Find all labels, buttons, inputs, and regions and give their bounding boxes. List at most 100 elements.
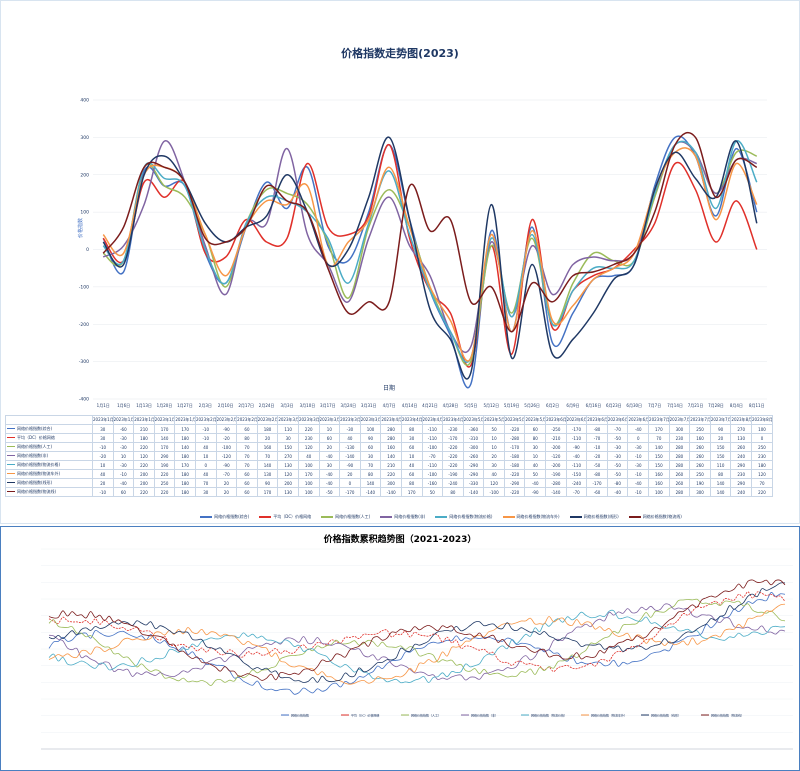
table-cell: 70 [236,460,258,470]
y-tick-label: 0 [86,247,89,253]
table-cell: -10 [627,469,650,479]
table-cell: -30 [339,424,361,434]
table-cell: 160 [648,478,670,488]
table-row-header: 网络价格指数(人工) [5,442,93,452]
table-cell: 220 [133,487,155,497]
table-cell: 60 [524,424,547,434]
table-row-header: 网络价格指数(物流价格) [5,460,93,470]
table-cell: -110 [421,433,444,443]
table-cell: 80 [359,469,382,479]
x-tick-label: 7月7日 [648,403,661,408]
table-cell: 60 [318,433,341,443]
table-cell: 80 [400,424,423,434]
table-cell: -80 [586,424,608,434]
table-cell: 30 [400,433,423,443]
table-cell: -50 [318,487,341,497]
table-cell: 130 [730,433,752,443]
table-cell: 280 [380,433,402,443]
legend-label: 网络价格指数(物流价格) [449,514,493,519]
table-cell: 140 [709,487,732,497]
table-column-header: 2023年5月26日 [524,415,547,425]
table-cell: -170 [442,433,464,443]
legend-label: 网络价格指数(人工) [335,514,371,519]
table-column-header: 2023年3月31日 [359,415,382,425]
table-cell: 190 [689,478,711,488]
table-cell: 40 [524,460,547,470]
table-cell: 80 [236,433,258,443]
table-cell: 260 [668,469,691,479]
legend-item: 平均（DC）价格网络 [259,514,311,520]
table-cell: -140 [380,487,402,497]
series-line-7 [102,131,758,333]
table-cell: 140 [256,460,279,470]
table-cell: 230 [297,433,320,443]
table-cell: 200 [133,469,155,479]
table-cell: -50 [606,469,629,479]
table-row-header: 网络价格指数(物流线) [5,487,93,497]
top-chart-title: 价格指数走势图(2023) [341,47,459,60]
table-cell: 20 [318,442,341,452]
table-cell: -230 [442,424,464,434]
table-cell: -250 [545,424,567,434]
x-tick-label: 6月9日 [566,403,579,408]
table-column-header: 2023年3月3日 [277,415,299,425]
table-cell: 180 [174,469,196,479]
table-column-header: 2023年4月14日 [400,415,423,425]
table-cell: -220 [503,424,526,434]
table-cell: -280 [545,478,567,488]
table-cell: -40 [318,478,341,488]
table-cell: 220 [297,424,320,434]
table-row: 网络价格指数(物流价格) 10 -30 220 190 170 0 -90 70 140 130 10… [5,460,773,470]
table-row-header: 网络价格指数(线形) [5,478,93,488]
x-tick-label: 3月17日 [320,403,336,408]
table-cell: -30 [627,460,650,470]
table-cell: -30 [627,442,650,452]
x-tick-label: 3月10日 [300,403,316,408]
table-cell: 220 [153,487,176,497]
series-swatch [7,490,15,493]
table-cell: 250 [689,469,711,479]
table-cell: -140 [359,487,382,497]
cumulative-series-line-4 [48,609,786,684]
table-cell: 30 [92,433,114,443]
table-cell: 70 [194,478,217,488]
table-cell: 100 [297,478,320,488]
x-tick-label: 4月28日 [443,403,459,408]
y-tick-label: 200 [80,172,89,178]
x-tick-label: 6月23日 [606,403,622,408]
table-cell: 30 [194,487,217,497]
table-column-header: 2023年4月7日 [380,415,402,425]
table-cell: -40 [627,478,650,488]
table-cell: 180 [174,451,196,461]
table-cell: -170 [503,442,526,452]
table-cell: 30 [524,442,547,452]
table-cell: 80 [709,469,732,479]
table-cell: -80 [606,478,629,488]
table-cell: -190 [545,469,567,479]
legend-label: 网络价格指数（物流线） [711,713,744,718]
table-cell: 60 [236,424,258,434]
table-cell: -70 [421,451,444,461]
table-cell: 170 [174,460,196,470]
table-cell: 160 [648,469,670,479]
table-cell: 300 [668,424,691,434]
table-cell: -160 [421,478,444,488]
table-cell: 250 [689,424,711,434]
table-cell: 70 [256,451,279,461]
table-row: 网络价格指数(物流线) -10 60 220 220 180 30 20 60 170 130 100… [5,487,773,497]
x-tick-label: 1月27日 [177,403,193,408]
table-cell: 260 [689,442,711,452]
table-cell: 220 [133,460,155,470]
table-column-header: 2023年7月28日 [709,415,732,425]
table-cell: -30 [606,451,629,461]
legend-item: 网络价格指数(人工) [321,514,370,520]
table-cell: 10 [92,460,114,470]
table-cell: 180 [133,433,155,443]
table-cell: -10 [112,469,135,479]
table-cell: -40 [524,478,547,488]
table-column-header: 2023年7月14日 [668,415,691,425]
table-cell: 210 [380,460,402,470]
legend-swatch [321,516,334,518]
table-cell: 120 [483,478,505,488]
table-cell: 50 [483,424,505,434]
